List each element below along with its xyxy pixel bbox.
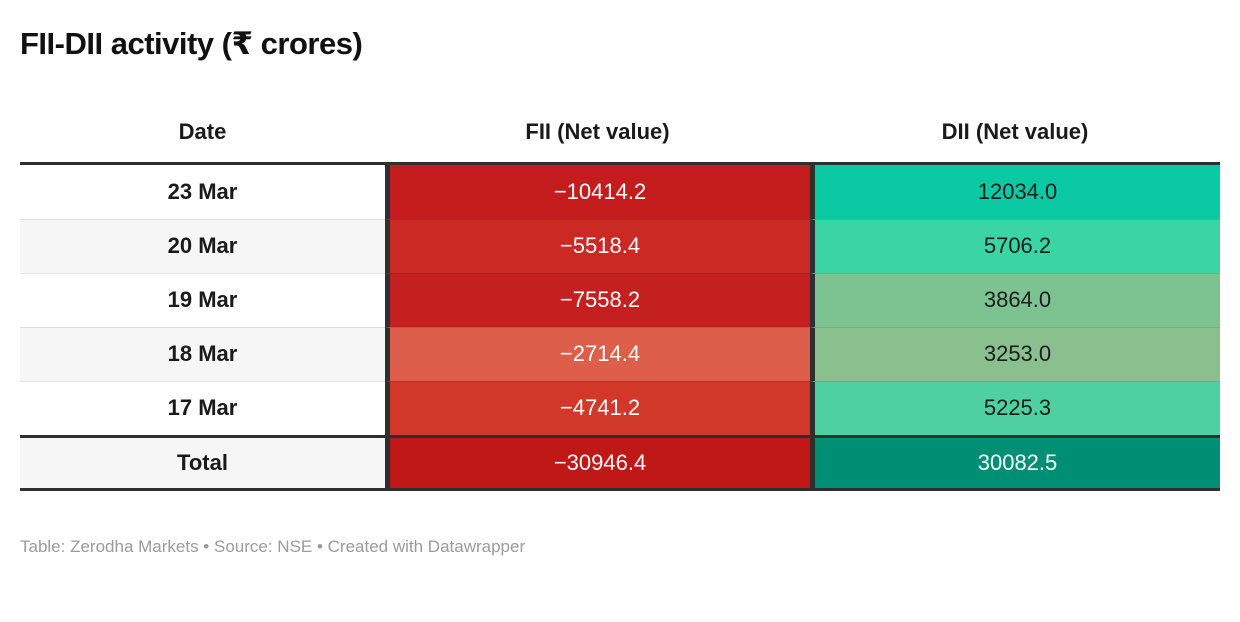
dii-total-cell: 30082.5	[810, 437, 1220, 488]
fii-value-cell: −4741.2	[385, 380, 810, 435]
date-cell: 17 Mar	[20, 380, 385, 435]
dii-value-cell: 5706.2	[810, 218, 1220, 273]
table-total-row: Total −30946.4 30082.5	[20, 434, 1220, 491]
fii-dii-table: Date FII (Net value) DII (Net value) 23 …	[20, 101, 1220, 491]
table-row: 18 Mar −2714.4 3253.0	[20, 326, 1220, 381]
table-row: 20 Mar −5518.4 5706.2	[20, 218, 1220, 273]
page: FII-DII activity (₹ crores) Date FII (Ne…	[0, 26, 1240, 557]
date-cell: 18 Mar	[20, 326, 385, 381]
column-header-date: Date	[20, 101, 385, 162]
attribution-footer: Table: Zerodha Markets • Source: NSE • C…	[20, 536, 526, 556]
dii-value-cell: 5225.3	[810, 380, 1220, 435]
table-header-row: Date FII (Net value) DII (Net value)	[20, 101, 1220, 165]
fii-value-cell: −7558.2	[385, 272, 810, 327]
table-row: 19 Mar −7558.2 3864.0	[20, 272, 1220, 327]
page-title: FII-DII activity (₹ crores)	[20, 26, 363, 61]
table-row: 23 Mar −10414.2 12034.0	[20, 164, 1220, 219]
total-label-cell: Total	[20, 437, 385, 488]
table-row: 17 Mar −4741.2 5225.3	[20, 380, 1220, 435]
column-header-fii: FII (Net value)	[385, 101, 810, 162]
fii-value-cell: −5518.4	[385, 218, 810, 273]
fii-value-cell: −2714.4	[385, 326, 810, 381]
table-body: 23 Mar −10414.2 12034.0 20 Mar −5518.4 5…	[20, 164, 1220, 435]
fii-total-cell: −30946.4	[385, 437, 810, 488]
dii-value-cell: 3253.0	[810, 326, 1220, 381]
date-cell: 20 Mar	[20, 218, 385, 273]
fii-value-cell: −10414.2	[385, 164, 810, 219]
column-header-dii: DII (Net value)	[810, 101, 1220, 162]
dii-value-cell: 3864.0	[810, 272, 1220, 327]
date-cell: 19 Mar	[20, 272, 385, 327]
dii-value-cell: 12034.0	[810, 164, 1220, 219]
date-cell: 23 Mar	[20, 164, 385, 219]
